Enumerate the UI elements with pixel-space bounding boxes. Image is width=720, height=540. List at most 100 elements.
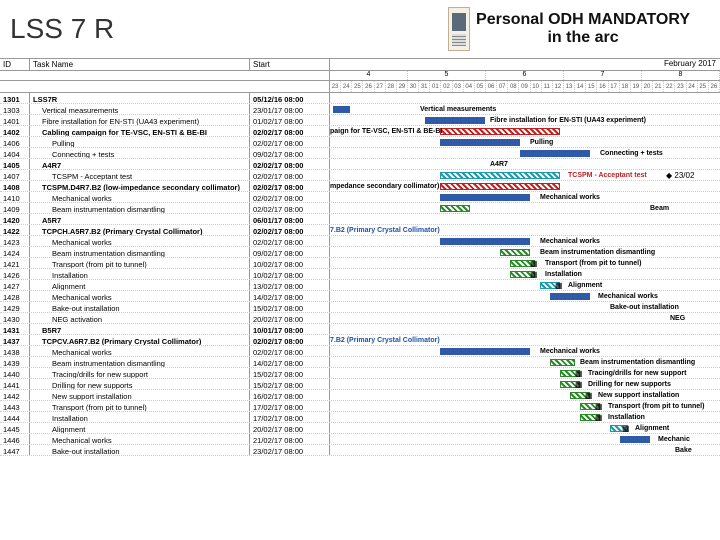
week-scale: 45678	[0, 71, 720, 81]
task-name: Transport (from pit to tunnel)	[30, 258, 250, 268]
task-name: Cabling campaign for TE-VSC, EN-STI & BE…	[30, 126, 250, 136]
gantt-cell: ◆ 23/02TCSPM - Acceptant test	[330, 170, 720, 180]
task-row: 1431B5R710/01/17 08:00	[0, 324, 720, 335]
day-cell: 27	[375, 81, 386, 92]
task-row: 1407TCSPM - Acceptant test02/02/17 08:00…	[0, 170, 720, 181]
day-cell: 10	[531, 81, 542, 92]
task-name: Vertical measurements	[30, 104, 250, 114]
col-gantt-header: February 2017	[330, 59, 720, 70]
gantt-label: A4R7	[490, 159, 508, 170]
day-cell: 17	[609, 81, 620, 92]
gantt-label: Alignment	[568, 280, 602, 291]
task-start: 06/01/17 08:00	[250, 214, 330, 224]
gantt-bar	[440, 172, 560, 179]
task-name: Transport (from pit to tunnel)	[30, 401, 250, 411]
title-left: LSS 7 R	[10, 13, 310, 45]
task-start: 02/02/17 08:00	[250, 203, 330, 213]
task-row: 1443Transport (from pit to tunnel)17/02/…	[0, 401, 720, 412]
task-id: 1438	[0, 346, 30, 356]
day-cell: 01	[430, 81, 441, 92]
gantt-cell: Beam	[330, 203, 720, 213]
task-row: 1447Bake-out installation23/02/17 08:00B…	[0, 445, 720, 456]
gantt-bar	[550, 293, 590, 300]
task-id: 1424	[0, 247, 30, 257]
task-row: 1439Beam instrumentation dismantling14/0…	[0, 357, 720, 368]
task-row: 1426Installation10/02/17 08:00▦Installat…	[0, 269, 720, 280]
day-cell: 30	[408, 81, 419, 92]
task-row: 1303Vertical measurements23/01/17 08:00V…	[0, 104, 720, 115]
gantt-cell: Mechanical works	[330, 346, 720, 356]
task-start: 10/02/17 08:00	[250, 269, 330, 279]
task-row: 1427Alignment13/02/17 08:00▦Alignment	[0, 280, 720, 291]
task-start: 10/01/17 08:00	[250, 324, 330, 334]
day-cell: 07	[497, 81, 508, 92]
gantt-cell: Connecting + tests	[330, 148, 720, 158]
task-start: 02/02/17 08:00	[250, 192, 330, 202]
task-name: Installation	[30, 269, 250, 279]
title-right: Personal ODH MANDATORY in the arc	[476, 11, 690, 48]
gantt-bar	[500, 249, 530, 256]
gantt-label: 7.B2 (Primary Crystal Collimator)	[330, 225, 440, 236]
gantt-bar	[440, 238, 530, 245]
gantt-cell: Mechanical works	[330, 236, 720, 246]
task-row: 1438Mechanical works02/02/17 08:00Mechan…	[0, 346, 720, 357]
task-id: 1405	[0, 159, 30, 169]
task-start: 02/02/17 08:00	[250, 225, 330, 235]
day-cell: 24	[687, 81, 698, 92]
day-cell: 23	[675, 81, 686, 92]
gantt-label: Alignment	[635, 423, 669, 434]
gantt-bar	[440, 128, 560, 135]
task-name: Mechanical works	[30, 346, 250, 356]
task-name: Alignment	[30, 423, 250, 433]
task-row: 1406Pulling02/02/17 08:00Pulling	[0, 137, 720, 148]
task-name: TCPCV.A6R7.B2 (Primary Crystal Collimato…	[30, 335, 250, 345]
task-row: 1430NEG activation20/02/17 08:00NEG	[0, 313, 720, 324]
task-name: A4R7	[30, 159, 250, 169]
day-cell: 04	[464, 81, 475, 92]
gantt-cell: Fibre installation for EN-STI (UA43 expe…	[330, 115, 720, 125]
task-id: 1427	[0, 280, 30, 290]
gantt-label: Beam instrumentation dismantling	[540, 247, 655, 258]
day-cell: 06	[486, 81, 497, 92]
task-id: 1423	[0, 236, 30, 246]
gantt-label: Beam	[650, 203, 669, 214]
gantt-cell: NEG	[330, 313, 720, 323]
task-row: 1402Cabling campaign for TE-VSC, EN-STI …	[0, 126, 720, 137]
gantt-grid: ID Task Name Start February 2017 45678 2…	[0, 58, 720, 456]
task-id: 1404	[0, 148, 30, 158]
gantt-label: mpedance secondary collimator)	[330, 181, 439, 192]
gantt-bar	[333, 106, 350, 113]
col-name-header: Task Name	[30, 59, 250, 70]
day-cell: 25	[698, 81, 709, 92]
task-id: 1446	[0, 434, 30, 444]
gantt-label: Mechanical works	[598, 291, 658, 302]
day-scale: 2324252627282930310102030405060708091011…	[0, 81, 720, 93]
gantt-marker: ▦	[530, 258, 538, 269]
task-name: TCPCH.A5R7.B2 (Primary Crystal Collimato…	[30, 225, 250, 235]
gantt-cell: Vertical measurements	[330, 104, 720, 114]
task-start: 23/02/17 08:00	[250, 445, 330, 455]
day-cell: 05	[475, 81, 486, 92]
task-name: Mechanical works	[30, 291, 250, 301]
task-start: 09/02/17 08:00	[250, 148, 330, 158]
gantt-cell	[330, 324, 720, 334]
gantt-cell: ▦Tracing/drills for new support	[330, 368, 720, 378]
day-cell: 13	[564, 81, 575, 92]
task-row: 1408TCSPM.D4R7.B2 (low-impedance seconda…	[0, 181, 720, 192]
gantt-bar	[440, 348, 530, 355]
day-cell: 20	[642, 81, 653, 92]
task-start: 02/02/17 08:00	[250, 335, 330, 345]
task-row: 1405A4R702/02/17 08:00A4R7	[0, 159, 720, 170]
day-cell: 19	[631, 81, 642, 92]
gantt-label: Bake-out installation	[610, 302, 679, 313]
task-row: 1423Mechanical works02/02/17 08:00Mechan…	[0, 236, 720, 247]
task-row: 1437TCPCV.A6R7.B2 (Primary Crystal Colli…	[0, 335, 720, 346]
gantt-bar	[520, 150, 590, 157]
gantt-bar	[425, 117, 485, 124]
task-id: 1426	[0, 269, 30, 279]
task-id: 1421	[0, 258, 30, 268]
task-name: Bake-out installation	[30, 445, 250, 455]
gantt-bar	[620, 436, 650, 443]
task-name: New support installation	[30, 390, 250, 400]
task-name: A5R7	[30, 214, 250, 224]
